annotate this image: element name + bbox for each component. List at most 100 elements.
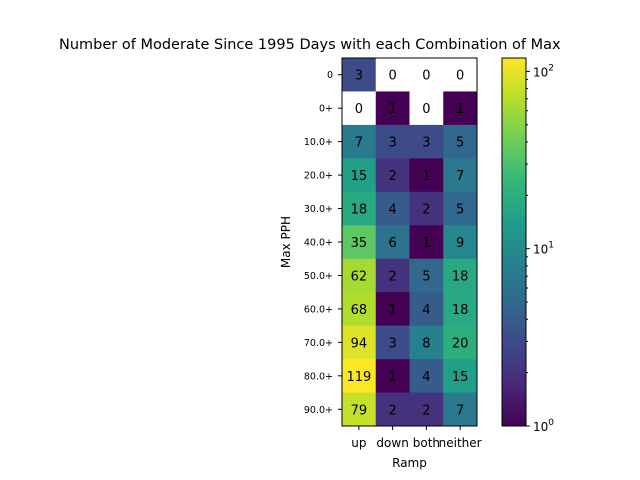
heatmap-cell — [443, 359, 478, 394]
x-axis-label: Ramp — [392, 456, 427, 470]
heatmap-cell — [342, 91, 377, 126]
y-tick-label: 20.0+ — [304, 171, 333, 182]
heatmap-cell — [443, 91, 478, 126]
cell-value-label: 94 — [351, 336, 368, 351]
cell-value-label: 3 — [388, 336, 396, 351]
heatmap-cell — [342, 158, 377, 193]
heatmap-cell — [443, 258, 478, 293]
cell-value-label: 2 — [422, 403, 430, 418]
cell-value-label: 4 — [388, 203, 396, 218]
cell-value-label: 0 — [388, 69, 396, 84]
heatmap-cell — [342, 58, 377, 92]
heatmap-cell — [375, 124, 410, 159]
chart-title: Number of Moderate Since 1995 Days with … — [59, 37, 561, 53]
heatmap-cell — [375, 91, 410, 126]
cell-value-label: 8 — [422, 336, 430, 351]
heatmap-cell — [409, 58, 444, 92]
heatmap-cell — [409, 359, 444, 394]
cell-value-label: 7 — [355, 136, 363, 151]
heatmap-cell — [375, 58, 410, 92]
y-tick-label: 10.0+ — [304, 137, 333, 148]
colorbar: 100 101 102 — [501, 57, 554, 434]
cell-value-label: 9 — [456, 236, 464, 251]
heatmap-cell — [342, 325, 377, 360]
y-axis: 0 0+ 10.0+ 20.0+ 30.0+ 40.0+ 50.0+ 60.0+ 70.0+ 80… — [304, 70, 342, 416]
heatmap-cell — [342, 191, 377, 226]
heatmap-cell — [375, 392, 410, 427]
cell-value-label: 1 — [388, 370, 396, 385]
cell-value-label: 18 — [452, 269, 469, 284]
cell-value-label: 0 — [422, 69, 430, 84]
cell-value-label: 3 — [355, 69, 363, 84]
cell-value-label: 1 — [388, 303, 396, 318]
heatmap-cell — [375, 225, 410, 260]
cell-value-label: 18 — [452, 303, 469, 318]
heatmap-cell — [443, 124, 478, 159]
cell-value-label: 18 — [351, 203, 368, 218]
heatmap-cell — [342, 124, 377, 159]
cell-value-label: 4 — [422, 370, 430, 385]
y-tick-label: 80.0+ — [304, 371, 333, 382]
heatmap-cell — [375, 158, 410, 193]
heatmap-cell — [443, 225, 478, 260]
y-tick-label: 90.0+ — [304, 405, 333, 416]
heatmap-cell — [375, 191, 410, 226]
heatmap-cell — [443, 292, 478, 327]
heatmap-cell — [409, 325, 444, 360]
x-tick-label: neither — [439, 436, 482, 450]
heatmap-cells — [342, 58, 478, 427]
cell-value-label: 7 — [456, 169, 464, 184]
cell-value-label: 5 — [456, 203, 464, 218]
cell-value-label: 2 — [388, 269, 396, 284]
heatmap-cell — [409, 91, 444, 126]
cell-value-label: 79 — [351, 403, 368, 418]
cell-value-label: 4 — [422, 303, 430, 318]
heatmap-cell — [443, 191, 478, 226]
cell-value-label: 5 — [422, 269, 430, 284]
cell-value-label: 2 — [388, 403, 396, 418]
cell-value-label: 1 — [422, 169, 430, 184]
cell-value-label: 15 — [452, 370, 469, 385]
cell-value-label: 35 — [351, 236, 368, 251]
heatmap-cell — [443, 158, 478, 193]
cell-value-label: 62 — [351, 269, 368, 284]
heatmap-cell — [342, 258, 377, 293]
cell-value-label: 15 — [351, 169, 368, 184]
cell-value-label: 68 — [351, 303, 368, 318]
cell-value-label: 1 — [388, 102, 396, 117]
cell-value-label: 1 — [422, 236, 430, 251]
heatmap-cell — [409, 258, 444, 293]
heatmap-cell — [375, 258, 410, 293]
cell-value-label: 5 — [456, 136, 464, 151]
cell-value-label: 3 — [422, 136, 430, 151]
heatmap-cell — [342, 359, 377, 394]
heatmap-cell — [342, 392, 377, 427]
heatmap-cell — [409, 392, 444, 427]
colorbar-tick-label: 102 — [533, 63, 554, 79]
cell-value-label: 6 — [388, 236, 396, 251]
y-axis-label: Max PPH — [279, 216, 293, 268]
heatmap-cell — [375, 292, 410, 327]
y-tick-label: 60.0+ — [304, 304, 333, 315]
cell-value-label: 1 — [456, 102, 464, 117]
cell-value-label: 3 — [388, 136, 396, 151]
heatmap-cell — [342, 225, 377, 260]
x-tick-label: down — [376, 436, 408, 450]
x-tick-label: up — [351, 436, 366, 450]
cell-value-label: 7 — [456, 403, 464, 418]
cell-value-label: 0 — [355, 102, 363, 117]
heatmap-cell — [409, 292, 444, 327]
colorbar-gradient — [502, 58, 526, 426]
heatmap-cell — [409, 191, 444, 226]
colorbar-tick-label: 101 — [533, 241, 554, 257]
cell-value-label: 20 — [452, 336, 469, 351]
heatmap-cell — [409, 225, 444, 260]
heatmap-cell — [443, 392, 478, 427]
y-tick-label: 30.0+ — [304, 204, 333, 215]
heatmap-cell — [342, 292, 377, 327]
y-tick-label: 0 — [327, 70, 333, 81]
y-tick-label: 0+ — [319, 104, 333, 115]
